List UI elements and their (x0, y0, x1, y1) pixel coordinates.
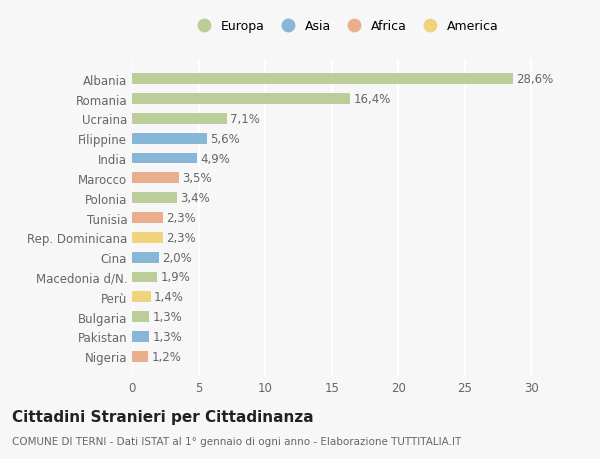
Text: 1,4%: 1,4% (154, 291, 184, 304)
Text: 1,2%: 1,2% (151, 350, 181, 363)
Bar (132, 213, 163, 224)
Text: 1,9%: 1,9% (161, 271, 190, 284)
Text: 3,5%: 3,5% (182, 172, 212, 185)
Bar (132, 74, 513, 85)
Text: 28,6%: 28,6% (516, 73, 553, 86)
Bar (132, 134, 206, 144)
Text: 4,9%: 4,9% (200, 152, 230, 165)
Text: Cittadini Stranieri per Cittadinanza: Cittadini Stranieri per Cittadinanza (12, 409, 314, 425)
Bar (132, 153, 197, 164)
Text: COMUNE DI TERNI - Dati ISTAT al 1° gennaio di ogni anno - Elaborazione TUTTITALI: COMUNE DI TERNI - Dati ISTAT al 1° genna… (12, 436, 461, 446)
Text: 2,3%: 2,3% (166, 231, 196, 244)
Bar (132, 292, 151, 302)
Bar (132, 94, 350, 105)
Text: 1,3%: 1,3% (152, 310, 182, 324)
Text: 16,4%: 16,4% (353, 93, 391, 106)
Text: 2,3%: 2,3% (166, 212, 196, 224)
Bar (132, 114, 227, 124)
Bar (132, 351, 148, 362)
Legend: Europa, Asia, Africa, America: Europa, Asia, Africa, America (186, 15, 504, 38)
Bar (132, 312, 149, 322)
Bar (132, 173, 179, 184)
Text: 1,3%: 1,3% (152, 330, 182, 343)
Bar (132, 331, 149, 342)
Text: 3,4%: 3,4% (181, 192, 211, 205)
Bar (132, 232, 163, 243)
Text: 5,6%: 5,6% (210, 132, 239, 146)
Bar (132, 252, 158, 263)
Bar (132, 193, 177, 204)
Text: 7,1%: 7,1% (230, 112, 260, 126)
Text: 2,0%: 2,0% (162, 251, 192, 264)
Bar (132, 272, 157, 283)
